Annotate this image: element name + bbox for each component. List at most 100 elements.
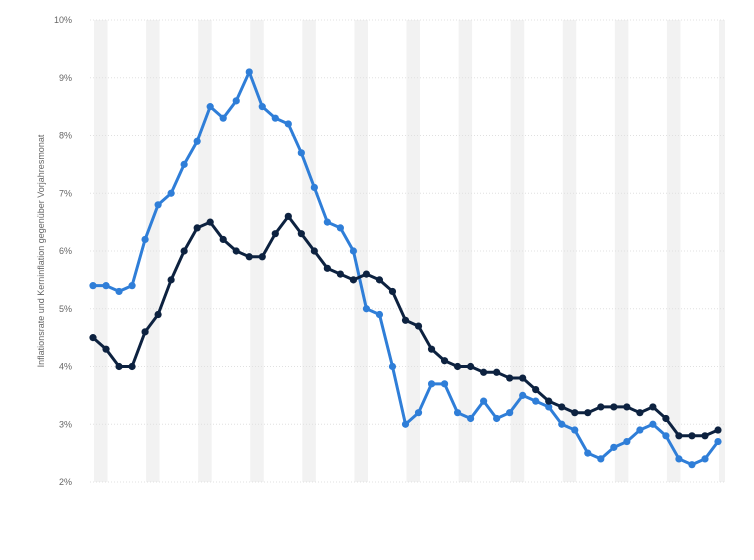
data-point[interactable] — [623, 403, 631, 411]
y-axis-ticks: 2% 3% 4% 5% 6% 7% 8% 9% 10% — [54, 15, 72, 487]
data-point[interactable] — [571, 409, 579, 417]
data-point[interactable] — [180, 247, 188, 255]
data-point[interactable] — [467, 362, 475, 371]
data-point[interactable] — [675, 432, 683, 440]
data-point[interactable] — [453, 362, 462, 371]
data-point[interactable] — [310, 247, 318, 255]
data-point[interactable] — [206, 218, 214, 226]
data-point[interactable] — [414, 409, 423, 417]
data-point[interactable] — [245, 68, 253, 76]
data-point[interactable] — [349, 247, 358, 255]
data-point[interactable] — [584, 409, 592, 417]
data-point[interactable] — [89, 282, 97, 290]
data-point[interactable] — [675, 455, 683, 463]
data-point[interactable] — [128, 282, 136, 290]
data-point[interactable] — [297, 230, 305, 238]
data-point[interactable] — [427, 345, 436, 353]
data-point[interactable] — [467, 414, 475, 423]
data-point[interactable] — [102, 282, 110, 290]
data-point[interactable] — [440, 357, 449, 365]
data-point[interactable] — [688, 432, 696, 440]
data-point[interactable] — [388, 362, 397, 371]
data-point[interactable] — [336, 224, 344, 232]
data-point[interactable] — [323, 218, 331, 226]
data-point[interactable] — [506, 409, 514, 417]
data-point[interactable] — [180, 160, 188, 168]
data-point[interactable] — [480, 397, 488, 405]
data-point[interactable] — [701, 432, 709, 440]
data-point[interactable] — [258, 103, 266, 111]
data-point[interactable] — [245, 253, 253, 261]
data-point[interactable] — [141, 328, 149, 336]
data-point[interactable] — [662, 414, 670, 423]
data-point[interactable] — [219, 235, 227, 244]
data-point[interactable] — [401, 420, 410, 428]
data-point[interactable] — [558, 420, 566, 428]
data-point[interactable] — [232, 97, 240, 105]
data-point[interactable] — [89, 334, 97, 342]
data-point[interactable] — [102, 345, 110, 353]
data-point[interactable] — [297, 149, 305, 157]
data-point[interactable] — [323, 264, 331, 272]
data-point[interactable] — [401, 316, 410, 324]
data-point[interactable] — [427, 380, 436, 388]
data-point[interactable] — [115, 287, 123, 296]
data-point[interactable] — [714, 426, 722, 434]
data-point[interactable] — [714, 437, 722, 446]
data-point[interactable] — [453, 409, 462, 417]
data-point[interactable] — [545, 403, 553, 411]
data-point[interactable] — [154, 201, 162, 209]
data-point[interactable] — [375, 310, 384, 319]
data-point[interactable] — [623, 437, 631, 446]
data-point[interactable] — [388, 287, 397, 296]
data-point[interactable] — [493, 368, 501, 376]
data-point[interactable] — [649, 420, 657, 428]
data-point[interactable] — [649, 403, 657, 411]
data-point[interactable] — [193, 137, 201, 145]
data-point[interactable] — [232, 247, 240, 255]
data-point[interactable] — [128, 362, 136, 371]
data-point[interactable] — [336, 270, 344, 278]
data-point[interactable] — [597, 403, 605, 411]
data-point[interactable] — [636, 426, 644, 434]
data-point[interactable] — [375, 276, 384, 284]
data-point[interactable] — [349, 276, 358, 284]
data-point[interactable] — [271, 114, 279, 122]
data-point[interactable] — [532, 386, 540, 394]
data-point[interactable] — [519, 374, 527, 382]
data-point[interactable] — [480, 368, 488, 376]
data-point[interactable] — [701, 455, 709, 463]
data-point[interactable] — [584, 449, 592, 457]
data-point[interactable] — [362, 270, 371, 278]
data-point[interactable] — [610, 443, 618, 451]
data-point[interactable] — [440, 380, 449, 388]
data-point[interactable] — [493, 414, 501, 423]
data-point[interactable] — [688, 461, 696, 469]
data-point[interactable] — [310, 183, 318, 192]
data-point[interactable] — [271, 230, 279, 238]
data-point[interactable] — [284, 120, 292, 128]
data-point[interactable] — [558, 403, 566, 411]
data-point[interactable] — [206, 103, 214, 111]
data-point[interactable] — [154, 310, 162, 319]
data-point[interactable] — [597, 455, 605, 463]
series-1 — [89, 68, 722, 469]
data-point[interactable] — [362, 305, 371, 313]
data-point[interactable] — [167, 189, 175, 197]
data-point[interactable] — [141, 235, 149, 244]
data-point[interactable] — [545, 397, 553, 405]
data-point[interactable] — [167, 276, 175, 284]
data-point[interactable] — [571, 426, 579, 434]
data-point[interactable] — [662, 432, 670, 440]
data-point[interactable] — [193, 224, 201, 232]
data-point[interactable] — [519, 391, 527, 399]
data-point[interactable] — [219, 114, 227, 122]
data-point[interactable] — [414, 322, 423, 330]
data-point[interactable] — [532, 397, 540, 405]
data-point[interactable] — [506, 374, 514, 382]
data-point[interactable] — [258, 253, 266, 261]
data-point[interactable] — [115, 362, 123, 371]
data-point[interactable] — [610, 403, 618, 411]
data-point[interactable] — [636, 409, 644, 417]
data-point[interactable] — [284, 212, 292, 220]
